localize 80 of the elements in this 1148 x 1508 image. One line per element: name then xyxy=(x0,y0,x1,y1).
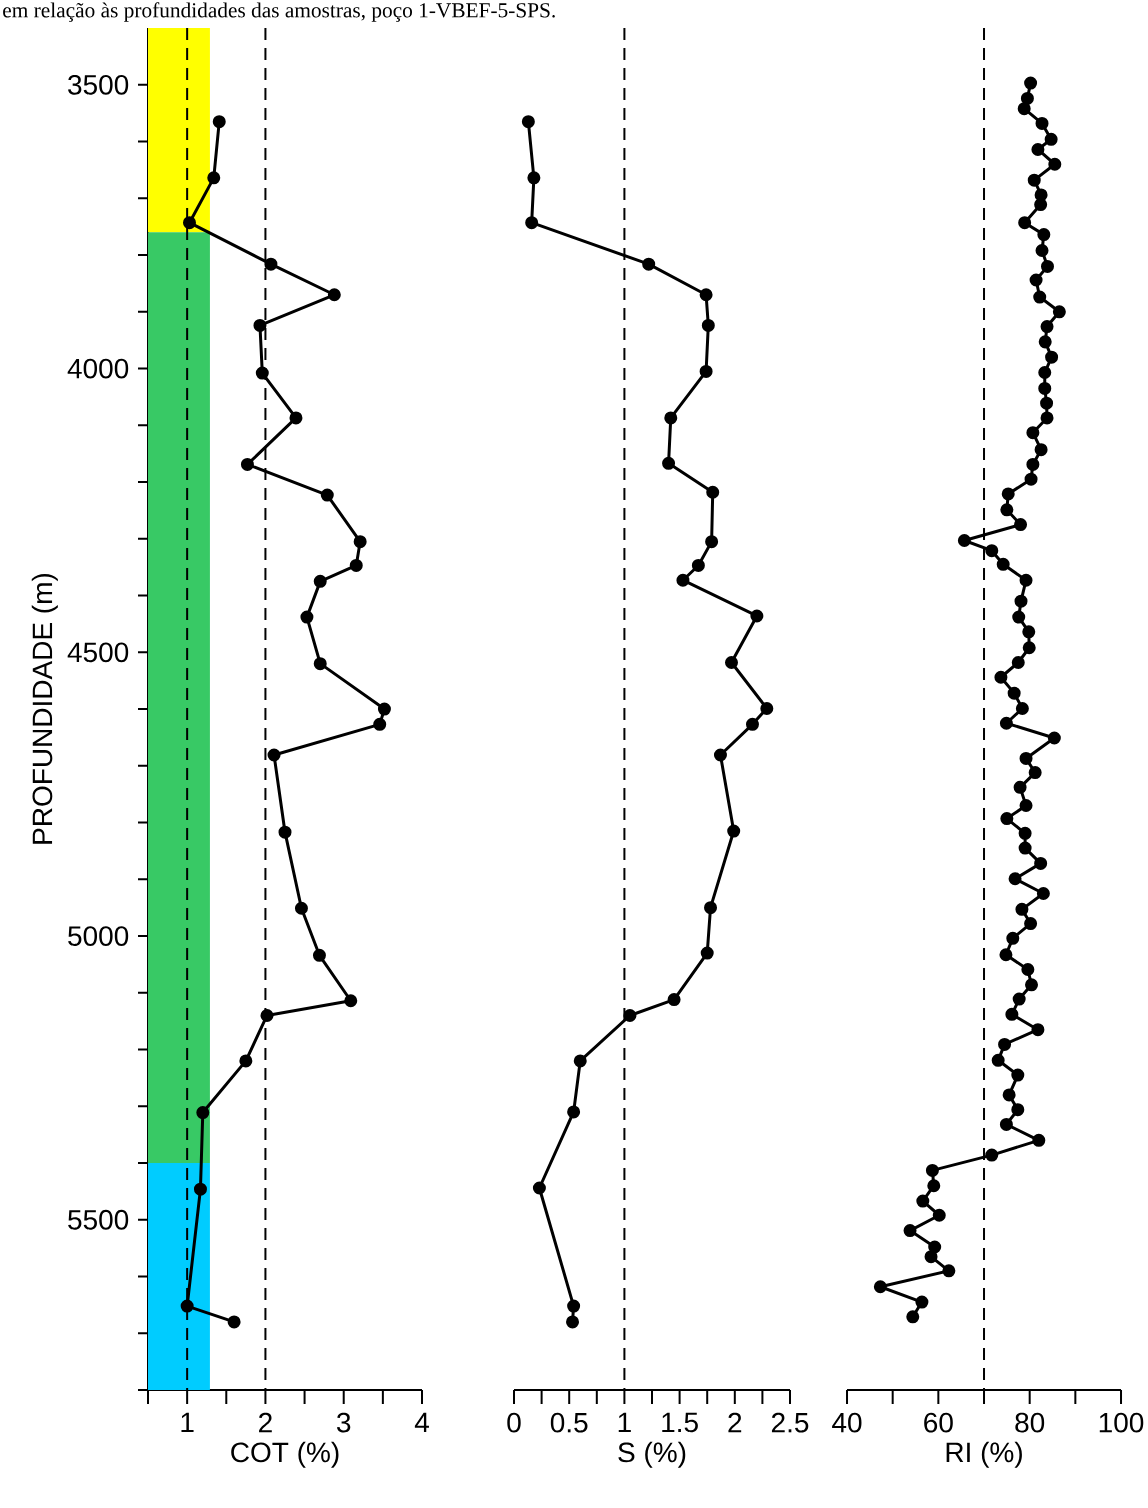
y-tick-label: 5500 xyxy=(68,1209,129,1230)
point xyxy=(313,657,327,671)
x-tick-label: 100 xyxy=(1099,1412,1144,1433)
point xyxy=(349,558,363,572)
x-tick-label: 1 xyxy=(181,1412,194,1433)
x-tick-label: 0.5 xyxy=(550,1412,588,1433)
point xyxy=(527,171,541,185)
y-tick-label: 4500 xyxy=(67,642,129,663)
x-tick-label: 2.5 xyxy=(771,1412,809,1433)
point xyxy=(193,1182,207,1196)
point xyxy=(691,558,705,572)
point xyxy=(642,257,656,271)
point xyxy=(705,535,719,549)
point xyxy=(300,610,314,624)
point xyxy=(353,535,367,549)
point xyxy=(278,825,292,839)
point xyxy=(289,411,303,425)
text: em relação às profundidades das amostras, poço 1-VBEF-5-SPS. xyxy=(3,2,555,22)
point xyxy=(253,318,267,332)
point xyxy=(313,574,327,588)
point xyxy=(573,1054,587,1068)
x-axis-title: COT (%) xyxy=(231,1441,339,1468)
point xyxy=(725,656,738,670)
point xyxy=(180,1299,194,1313)
point xyxy=(521,115,535,129)
point xyxy=(704,901,718,915)
point xyxy=(700,946,714,960)
point xyxy=(713,748,727,762)
point xyxy=(664,411,678,425)
x-tick-label: 0 xyxy=(507,1412,521,1433)
x-tick-label: 2 xyxy=(728,1412,742,1433)
point xyxy=(706,485,720,499)
point xyxy=(760,701,774,715)
y-tick-label: 4000 xyxy=(67,358,129,379)
point xyxy=(207,171,221,185)
point xyxy=(320,488,334,502)
point xyxy=(182,216,196,230)
point xyxy=(240,457,254,471)
point xyxy=(255,366,269,380)
point xyxy=(196,1106,210,1120)
x-tick-label: 4 xyxy=(414,1412,429,1433)
x-axis-title: RI (%) xyxy=(946,1441,1022,1468)
point xyxy=(239,1054,253,1068)
point xyxy=(532,1181,546,1195)
x-tick-label: 1 xyxy=(618,1412,631,1433)
x-tick-label: 80 xyxy=(1015,1412,1045,1433)
x-tick-label: 3 xyxy=(337,1412,351,1433)
point xyxy=(267,748,281,762)
point xyxy=(212,115,226,129)
point xyxy=(699,288,713,302)
point xyxy=(567,1105,581,1119)
point xyxy=(227,1315,241,1329)
x-tick-label: 1.5 xyxy=(662,1412,698,1433)
point xyxy=(667,993,681,1007)
point xyxy=(377,702,391,716)
point xyxy=(344,994,358,1008)
x-tick-label: 40 xyxy=(832,1412,862,1433)
point xyxy=(745,717,759,731)
point xyxy=(264,257,278,271)
point xyxy=(662,456,676,470)
point xyxy=(727,824,741,838)
point xyxy=(567,1299,581,1313)
point xyxy=(312,948,326,962)
y-axis-title: PROFUNDIDADE (m) xyxy=(31,573,58,844)
y-tick-label: 3500 xyxy=(68,74,129,95)
point xyxy=(701,318,715,332)
x-tick-label: 60 xyxy=(924,1412,953,1433)
x-tick-label: 2 xyxy=(259,1412,272,1433)
point xyxy=(373,717,387,731)
point xyxy=(294,901,308,915)
y-tick-label: 5000 xyxy=(68,926,129,946)
x-axis-title: S (%) xyxy=(618,1441,686,1468)
point xyxy=(566,1315,580,1329)
point xyxy=(750,609,764,623)
point xyxy=(699,364,713,378)
point xyxy=(623,1008,637,1022)
point xyxy=(676,573,690,587)
point xyxy=(327,288,341,302)
point xyxy=(260,1008,274,1022)
point xyxy=(525,216,539,230)
